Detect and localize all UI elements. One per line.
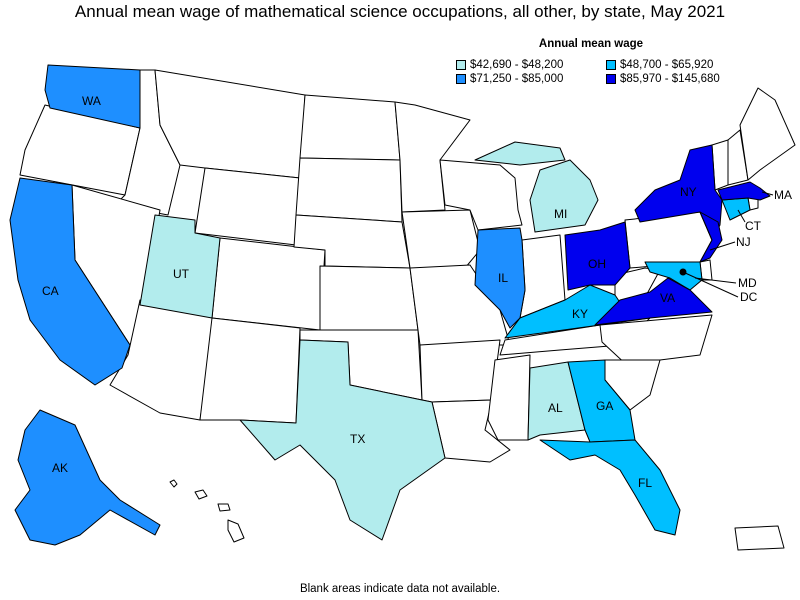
legend-label-tier2: $48,700 - $65,920 — [620, 59, 714, 71]
label-UT: UT — [173, 267, 190, 281]
label-GA: GA — [596, 399, 613, 413]
label-TX: TX — [350, 432, 365, 446]
state-TX — [239, 339, 446, 541]
label-OH: OH — [588, 257, 606, 271]
label-MA: MA — [774, 188, 792, 202]
state-VA — [594, 277, 713, 326]
state-MI — [474, 141, 599, 233]
state-CT — [721, 197, 751, 221]
state-FL — [539, 439, 681, 536]
state-AL — [527, 361, 586, 441]
legend-item-tier3: $71,250 - $85,000 — [456, 73, 606, 85]
map-title: Annual mean wage of mathematical science… — [74, 2, 726, 21]
state-NJ — [699, 211, 723, 263]
label-CA: CA — [42, 284, 59, 298]
state-WY — [194, 167, 301, 246]
label-VA: VA — [660, 291, 675, 305]
legend-swatch-tier1 — [456, 60, 466, 70]
state-AK — [14, 409, 161, 546]
state-UT — [139, 214, 221, 319]
state-MA — [717, 181, 771, 201]
legend-title: Annual mean wage — [538, 38, 644, 50]
legend-label-tier1: $42,690 - $48,200 — [470, 59, 564, 71]
legend-label-tier3: $71,250 - $85,000 — [470, 73, 564, 85]
footnote: Blank areas indicate data not available. — [299, 583, 501, 595]
state-NM — [199, 317, 301, 424]
label-WA: WA — [82, 94, 101, 108]
legend-item-tier1: $42,690 - $48,200 — [456, 59, 606, 71]
state-ND — [299, 94, 401, 161]
state-HI — [169, 479, 245, 543]
label-IL: IL — [498, 271, 508, 285]
legend-swatch-tier3 — [456, 74, 466, 84]
state-KS — [319, 265, 419, 331]
state-SD — [295, 157, 403, 223]
state-CO — [211, 237, 326, 331]
label-AK: AK — [52, 461, 68, 475]
label-leaders — [682, 191, 774, 298]
legend-item-tier2: $48,700 - $65,920 — [606, 59, 716, 71]
legend: Annual mean wage $42,690 - $48,200 $48,7… — [456, 38, 720, 85]
state-WA — [44, 64, 141, 129]
state-GA — [567, 359, 636, 443]
label-MD: MD — [738, 276, 757, 290]
legend-swatch-tier2 — [606, 60, 616, 70]
territory-PR — [734, 525, 785, 551]
label-FL: FL — [638, 476, 652, 490]
label-AL: AL — [548, 401, 563, 415]
legend-swatch-tier4 — [606, 74, 616, 84]
state-IA — [401, 209, 481, 269]
label-MI: MI — [554, 207, 567, 221]
state-MS — [487, 354, 531, 441]
state-AR — [419, 339, 501, 403]
no-data-states — [19, 69, 796, 551]
label-DC: DC — [740, 290, 758, 304]
state-CA — [9, 177, 131, 386]
legend-label-tier4: $85,970 - $145,680 — [620, 73, 720, 85]
state-PA — [624, 211, 713, 269]
state-OH — [564, 221, 631, 291]
label-KY: KY — [572, 307, 588, 321]
label-NY: NY — [680, 185, 697, 199]
label-CT: CT — [745, 219, 762, 233]
state-ME — [739, 87, 796, 181]
state-WI — [439, 159, 523, 231]
label-NJ: NJ — [736, 235, 751, 249]
legend-item-tier4: $85,970 - $145,680 — [606, 73, 720, 85]
state-NY — [634, 144, 723, 241]
